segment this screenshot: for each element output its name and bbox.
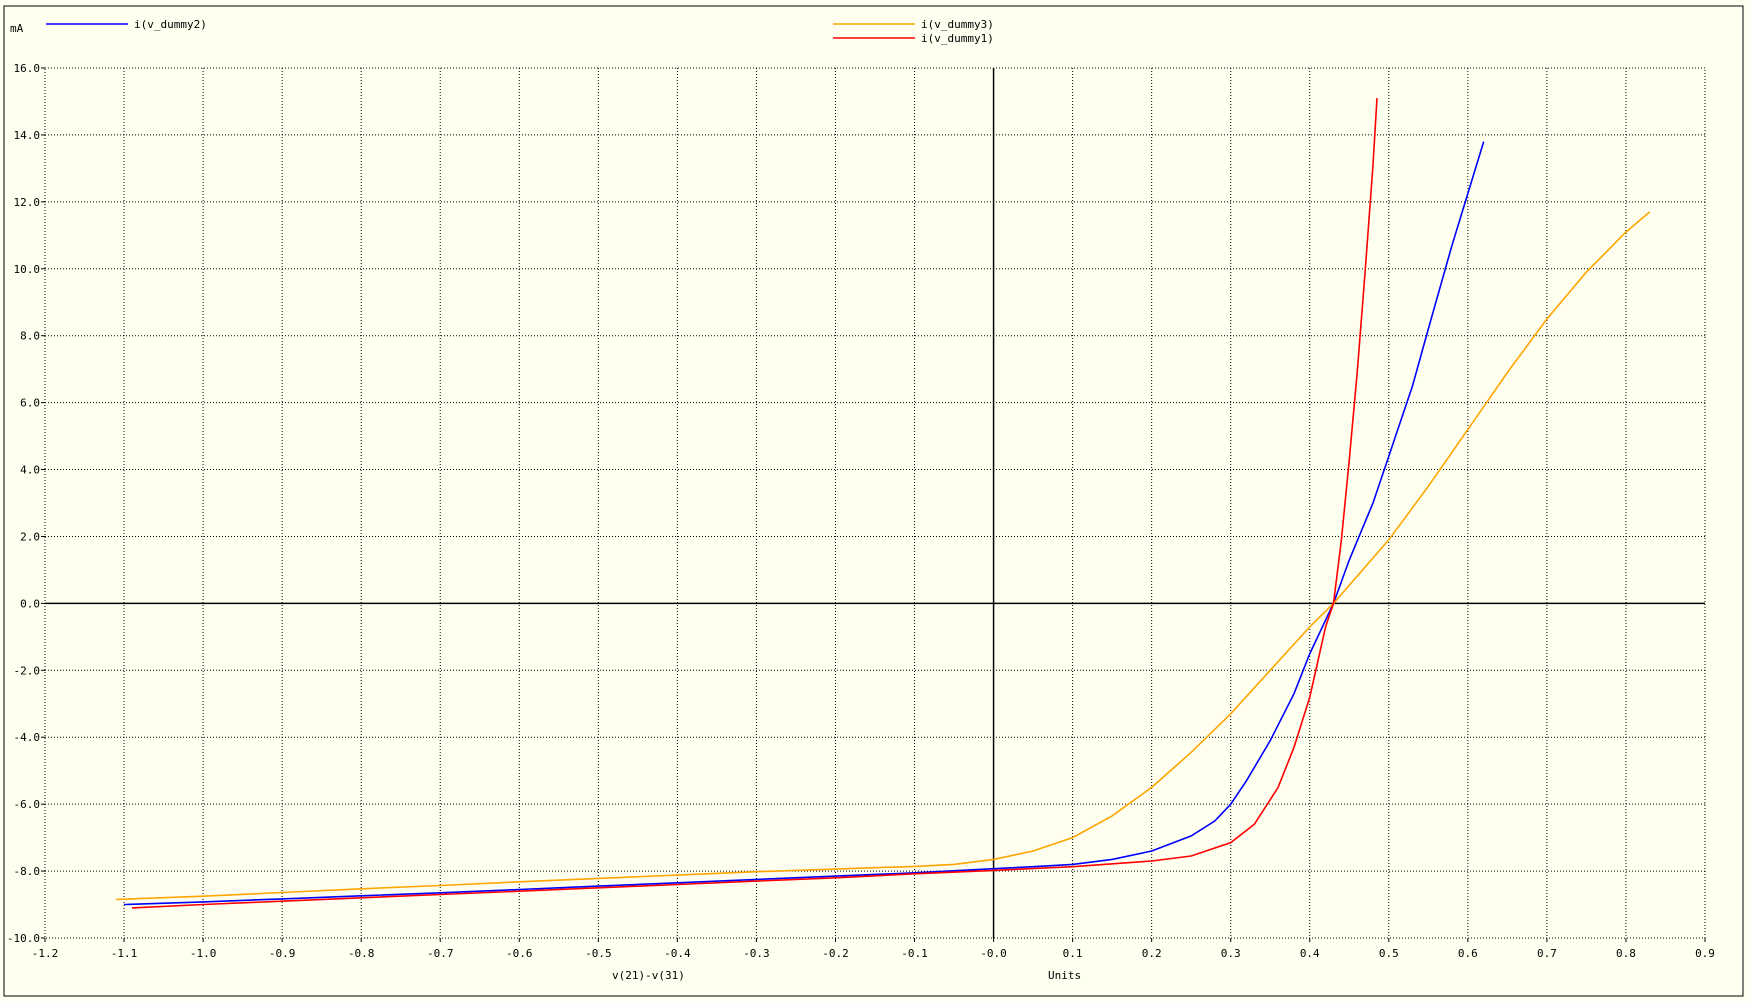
y-tick-label: -10.0 — [7, 932, 40, 945]
y-tick-label: 10.0 — [14, 263, 41, 276]
x-tick-label: -0.1 — [901, 947, 928, 960]
y-tick-label: 2.0 — [20, 530, 40, 543]
x-tick-label: -0.6 — [506, 947, 533, 960]
curves — [116, 98, 1651, 909]
tick-labels: -1.2 -1.1 -1.0 -0.9 -0.8 -0.7 -0.6 -0.5 -0.4 -0.3… — [7, 62, 1715, 960]
y-tick-label: 0.0 — [20, 597, 40, 610]
x-tick-label: -1.1 — [111, 947, 138, 960]
y-tick-label: 16.0 — [14, 62, 41, 75]
series-line-i-v-dummy1- — [131, 98, 1378, 909]
x-tick-label: -1.0 — [190, 947, 217, 960]
x-tick-label: 0.2 — [1142, 947, 1162, 960]
x-tick-label: -1.2 — [32, 947, 59, 960]
x-tick-label: 0.7 — [1537, 947, 1557, 960]
x-tick-label: -0.0 — [980, 947, 1007, 960]
legend-label: i(v_dummy2) — [134, 18, 207, 31]
legend-label: i(v_dummy3) — [921, 18, 994, 31]
x-tick-label: 0.1 — [1063, 947, 1083, 960]
x-units-label: Units — [1048, 969, 1081, 982]
legend: i(v_dummy2) i(v_dummy3)i(v_dummy1) — [46, 18, 994, 45]
series-line-i-v-dummy3- — [116, 211, 1651, 901]
x-tick-label: -0.4 — [664, 947, 691, 960]
y-tick-label: 6.0 — [20, 397, 40, 410]
y-tick-label: 4.0 — [20, 464, 40, 477]
y-tick-label: -4.0 — [14, 731, 41, 744]
x-axis-label: v(21)-v(31) — [612, 969, 685, 982]
x-tick-label: 0.4 — [1300, 947, 1320, 960]
chart-frame — [3, 5, 1744, 997]
x-tick-label: -0.5 — [585, 947, 612, 960]
series-line-i-v-dummy2- — [123, 141, 1485, 906]
x-tick-label: 0.5 — [1379, 947, 1399, 960]
y-tick-label: -2.0 — [14, 664, 41, 677]
y-tick-label: 12.0 — [14, 196, 41, 209]
x-tick-label: 0.8 — [1616, 947, 1636, 960]
x-tick-label: -0.7 — [427, 947, 454, 960]
legend-label: i(v_dummy1) — [921, 32, 994, 45]
y-tick-label: -6.0 — [14, 798, 41, 811]
grid — [44, 67, 1706, 939]
x-tick-label: -0.8 — [348, 947, 375, 960]
y-unit-label: mA — [10, 22, 24, 35]
x-tick-label: -0.2 — [822, 947, 849, 960]
x-tick-label: 0.9 — [1695, 947, 1715, 960]
plot-area-border — [44, 67, 1706, 939]
y-tick-label: 14.0 — [14, 129, 41, 142]
y-tick-label: -8.0 — [14, 865, 41, 878]
x-tick-label: -0.9 — [269, 947, 296, 960]
x-tick-label: 0.6 — [1458, 947, 1478, 960]
axes — [41, 67, 1706, 942]
y-tick-label: 8.0 — [20, 330, 40, 343]
x-tick-label: 0.3 — [1221, 947, 1241, 960]
x-tick-label: -0.3 — [743, 947, 770, 960]
